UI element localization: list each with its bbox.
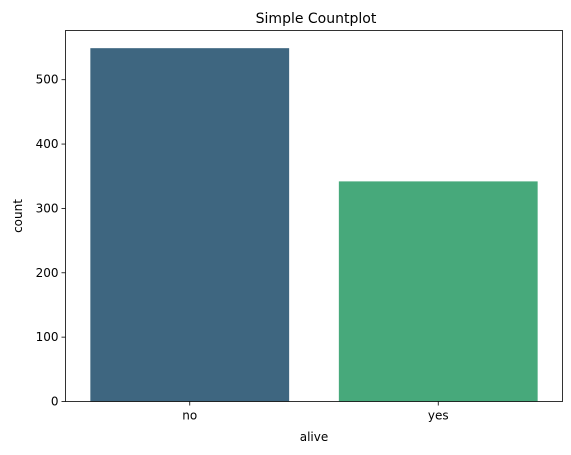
x-axis-label: alive	[300, 430, 329, 444]
y-tick-label: 500	[36, 73, 59, 87]
y-tick-label: 0	[51, 395, 59, 409]
y-tick-label: 300	[36, 201, 59, 215]
bars-group	[90, 48, 538, 402]
x-tick-label: no	[182, 409, 197, 423]
x-tick-label: yes	[428, 409, 449, 423]
y-tick-label: 100	[36, 330, 59, 344]
bar-yes	[338, 181, 538, 402]
chart-title: Simple Countplot	[256, 11, 377, 27]
plot-frame	[65, 30, 563, 402]
x-axis: no yes	[182, 401, 449, 423]
y-tick-label: 200	[36, 266, 59, 280]
bar-no	[90, 48, 290, 402]
y-axis-label: count	[11, 199, 25, 233]
y-tick-label: 400	[36, 137, 59, 151]
y-axis: 0 100 200 300 400 500	[36, 73, 66, 409]
